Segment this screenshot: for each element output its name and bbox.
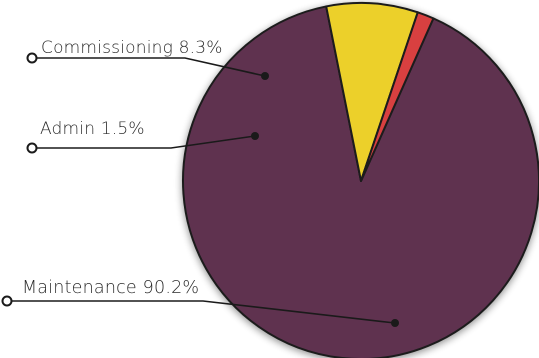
callout-leader-admin [37, 135, 256, 149]
callout-dot-maintenance [391, 319, 399, 327]
callout-ring-maintenance [1, 295, 13, 307]
callout-leader-commissioning [37, 57, 266, 77]
callout-maintenance: Maintenance 90.2% [1, 278, 399, 327]
pie-slice-commissioning [325, 2, 419, 182]
callout-commissioning: Commissioning 8.3% [26, 38, 269, 80]
callout-label-commissioning: Commissioning 8.3% [41, 38, 223, 58]
callout-leader-maintenance [12, 300, 396, 324]
callout-dot-admin [251, 132, 259, 140]
callout-ring-admin [26, 142, 38, 154]
callout-label-maintenance: Maintenance 90.2% [22, 278, 199, 298]
pie-callouts: Maintenance 90.2% Commissioning 8.3% Admin… [1, 38, 399, 327]
pie-slice-admin [360, 11, 435, 182]
callout-admin: Admin 1.5% [26, 119, 259, 154]
pie-slices [182, 2, 539, 358]
callout-label-admin: Admin 1.5% [40, 119, 145, 139]
callout-dot-commissioning [261, 72, 269, 80]
callout-ring-commissioning [26, 52, 38, 64]
